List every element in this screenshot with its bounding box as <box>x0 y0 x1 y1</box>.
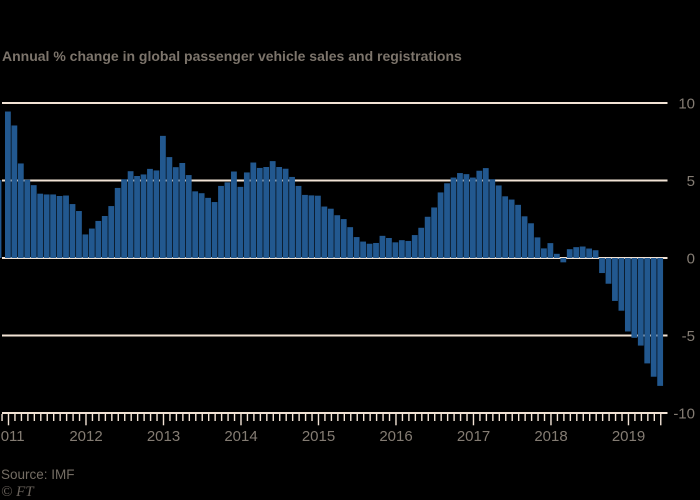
svg-text:-10: -10 <box>673 406 695 423</box>
svg-text:2017: 2017 <box>457 428 490 445</box>
svg-text:Annual % change in global pass: Annual % change in global passenger vehi… <box>2 48 462 64</box>
svg-text:Source: IMF: Source: IMF <box>1 467 75 482</box>
svg-text:2019: 2019 <box>612 428 645 445</box>
svg-text:2016: 2016 <box>379 428 412 445</box>
svg-text:2012: 2012 <box>69 428 102 445</box>
svg-text:2014: 2014 <box>224 428 257 445</box>
svg-text:2011: 2011 <box>0 428 25 445</box>
svg-text:5: 5 <box>687 173 695 190</box>
svg-text:© FT: © FT <box>1 484 35 500</box>
svg-text:-5: -5 <box>682 328 695 345</box>
svg-text:2018: 2018 <box>534 428 567 445</box>
svg-text:2015: 2015 <box>302 428 335 445</box>
svg-text:10: 10 <box>678 96 695 113</box>
svg-text:2013: 2013 <box>147 428 180 445</box>
svg-text:0: 0 <box>687 251 695 268</box>
